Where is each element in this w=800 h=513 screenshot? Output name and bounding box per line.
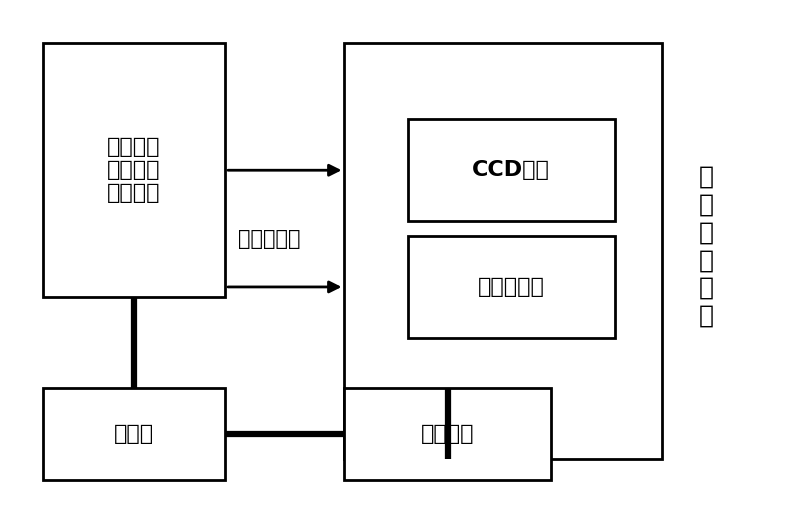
FancyBboxPatch shape (408, 236, 614, 338)
Text: 波长可调
单色均匀
光源系统: 波长可调 单色均匀 光源系统 (107, 137, 161, 204)
Text: 单色均匀光: 单色均匀光 (238, 229, 300, 249)
FancyBboxPatch shape (344, 44, 662, 460)
FancyBboxPatch shape (42, 44, 226, 297)
Text: 杜
瓦
瓶
温
控
室: 杜 瓦 瓶 温 控 室 (698, 165, 714, 328)
Text: 计算机: 计算机 (114, 424, 154, 444)
FancyBboxPatch shape (344, 388, 551, 480)
FancyBboxPatch shape (42, 388, 226, 480)
Text: CCD芯片: CCD芯片 (472, 160, 550, 180)
Text: 控制电路: 控制电路 (421, 424, 474, 444)
Text: 标准探测器: 标准探测器 (478, 277, 545, 297)
FancyBboxPatch shape (408, 120, 614, 221)
